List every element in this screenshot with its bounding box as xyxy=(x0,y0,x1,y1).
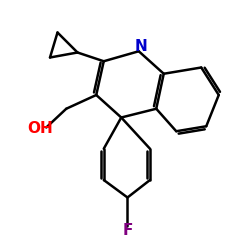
Text: N: N xyxy=(134,39,147,54)
Text: F: F xyxy=(122,223,133,238)
Text: OH: OH xyxy=(27,121,53,136)
